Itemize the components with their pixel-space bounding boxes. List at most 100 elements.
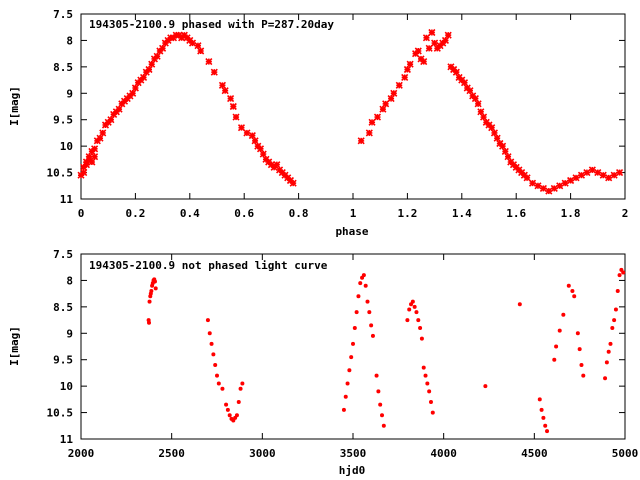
- x-tick-label: 2000: [68, 447, 95, 460]
- data-point: [290, 180, 296, 186]
- x-tick-label: 0.2: [125, 207, 145, 220]
- data-point: [153, 279, 157, 283]
- data-point: [383, 101, 389, 107]
- data-point: [570, 289, 574, 293]
- x-tick-label: 0.8: [289, 207, 309, 220]
- data-point: [356, 294, 360, 298]
- data-point: [228, 96, 234, 102]
- data-point: [445, 32, 451, 38]
- y-tick-label: 10.5: [47, 407, 74, 420]
- data-point: [558, 329, 562, 333]
- data-point: [380, 413, 384, 417]
- data-point: [413, 305, 417, 309]
- x-tick-label: 5000: [612, 447, 639, 460]
- data-point: [411, 300, 415, 304]
- data-point: [206, 59, 212, 65]
- data-point: [349, 355, 353, 359]
- x-tick-label: 3500: [340, 447, 367, 460]
- y-tick-label: 9: [66, 327, 73, 340]
- data-point: [382, 424, 386, 428]
- unphased-chart: 2000 2500 3000 3500 4000 4500 50007.588.599.51…: [8, 248, 638, 477]
- data-point: [355, 310, 359, 314]
- x-tick-label: 2500: [158, 447, 185, 460]
- x-tick-label: 1: [350, 207, 357, 220]
- data-point: [391, 90, 397, 96]
- data-point: [407, 308, 411, 312]
- data-point: [342, 408, 346, 412]
- data-point: [374, 114, 380, 120]
- data-point: [238, 125, 244, 131]
- data-point: [614, 308, 618, 312]
- data-point: [422, 366, 426, 370]
- data-point: [215, 374, 219, 378]
- data-point: [418, 326, 422, 330]
- data-point: [358, 281, 362, 285]
- data-point: [213, 363, 217, 367]
- y-tick-label: 8.5: [53, 61, 73, 74]
- data-point: [572, 294, 576, 298]
- data-point: [92, 146, 98, 152]
- data-point: [429, 30, 435, 36]
- data-point: [347, 368, 351, 372]
- data-point: [226, 408, 230, 412]
- data-point: [149, 289, 153, 293]
- data-point: [420, 337, 424, 341]
- data-point: [541, 416, 545, 420]
- data-point: [579, 363, 583, 367]
- data-point: [220, 387, 224, 391]
- x-tick-label: 1.4: [452, 207, 472, 220]
- data-point: [235, 413, 239, 417]
- y-tick-label: 9.5: [53, 114, 73, 127]
- data-point: [608, 342, 612, 346]
- data-point: [211, 69, 217, 75]
- data-point: [198, 48, 204, 54]
- data-point: [554, 345, 558, 349]
- data-point: [543, 424, 547, 428]
- y-tick-label: 7.5: [53, 248, 73, 261]
- data-point: [421, 59, 427, 65]
- data-point: [414, 310, 418, 314]
- x-tick-label: 4500: [521, 447, 548, 460]
- data-point: [367, 310, 371, 314]
- y-tick-label: 8: [66, 274, 73, 287]
- data-point: [545, 429, 549, 433]
- data-point: [405, 318, 409, 322]
- y-tick-label: 8.5: [53, 301, 73, 314]
- data-point: [616, 289, 620, 293]
- data-point: [346, 382, 350, 386]
- x-tick-label: 2: [622, 207, 629, 220]
- data-point: [230, 104, 236, 110]
- x-tick-label: 0.4: [180, 207, 200, 220]
- data-point: [358, 138, 364, 144]
- data-point: [416, 318, 420, 322]
- data-point: [402, 74, 408, 80]
- data-point: [576, 331, 580, 335]
- data-point: [366, 130, 372, 136]
- unphased-y-label: I[mag]: [8, 326, 21, 366]
- data-point: [552, 358, 556, 362]
- data-point: [429, 400, 433, 404]
- data-point: [378, 403, 382, 407]
- data-point: [607, 350, 611, 354]
- data-point: [524, 175, 530, 181]
- y-tick-label: 9.5: [53, 354, 73, 367]
- data-point: [617, 170, 623, 176]
- data-point: [371, 334, 375, 338]
- unphased-x-label: hjd0: [339, 464, 366, 477]
- data-point: [228, 413, 232, 417]
- data-point: [475, 101, 481, 107]
- phased-chart: 0 0.2 0.4 0.6 0.8 1 1.2 1.4 1.6 1.8 2 7.5 8 8.5 9 9.5 10…: [8, 8, 628, 238]
- y-tick-label: 8: [66, 34, 73, 47]
- data-point: [425, 382, 429, 386]
- data-point: [483, 384, 487, 388]
- data-point: [233, 114, 239, 120]
- data-point: [396, 82, 402, 88]
- data-point: [240, 382, 244, 386]
- data-point: [424, 374, 428, 378]
- data-point: [518, 302, 522, 306]
- data-point: [610, 326, 614, 330]
- y-tick-label: 9: [66, 87, 73, 100]
- unphased-chart-title: 194305-2100.9 not phased light curve: [89, 259, 328, 272]
- data-point: [237, 400, 241, 404]
- data-point: [426, 45, 432, 51]
